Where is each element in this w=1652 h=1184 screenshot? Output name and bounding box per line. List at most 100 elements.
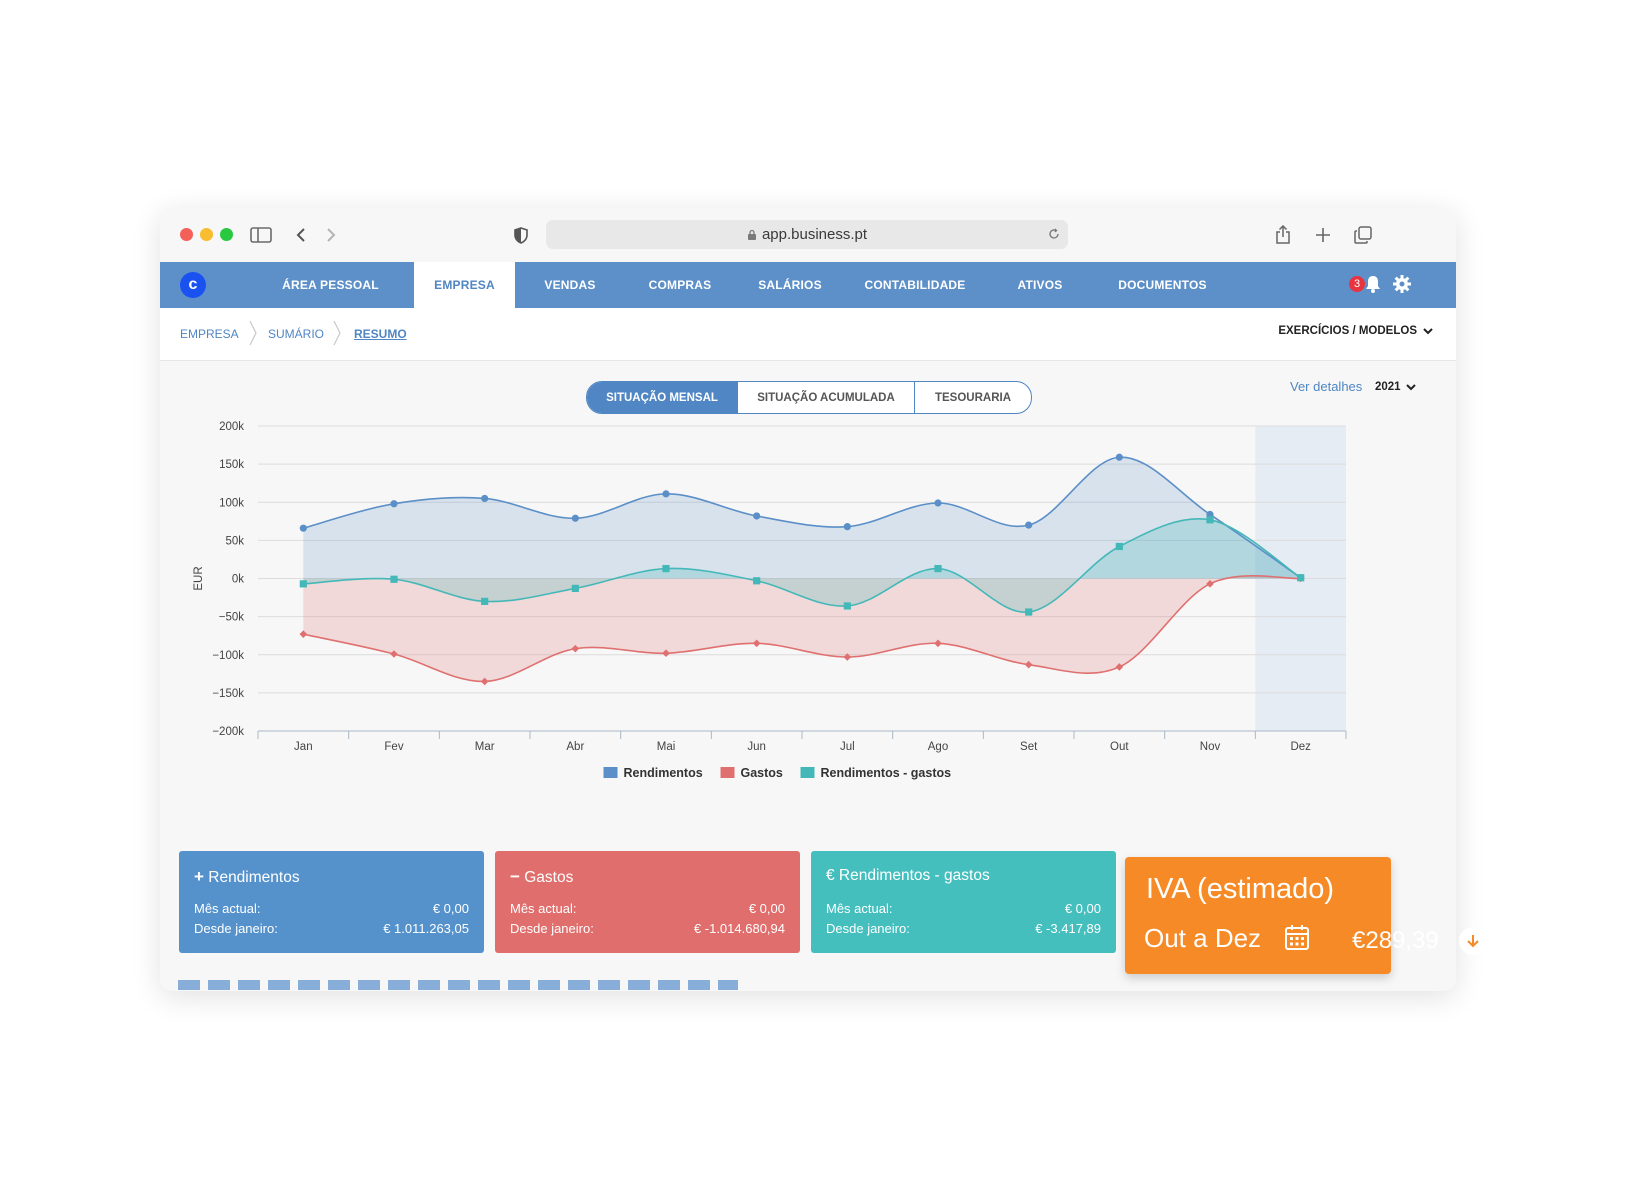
x-tick-label: Mai — [657, 741, 676, 753]
ver-detalhes-link[interactable]: Ver detalhes — [1290, 379, 1363, 394]
y-tick-label: 50k — [225, 535, 244, 547]
data-point — [934, 639, 942, 648]
data-point — [299, 630, 308, 638]
legend-item: Gastos — [741, 766, 783, 780]
data-point — [1297, 574, 1305, 582]
tab-tesouraria[interactable]: TESOURARIA — [934, 391, 1012, 404]
x-tick-label: Ago — [928, 741, 948, 753]
y-tick-label: −50k — [219, 612, 245, 624]
data-point — [662, 564, 670, 573]
nav-ativos[interactable]: ATIVOS — [1017, 278, 1063, 292]
forward-icon[interactable] — [316, 220, 346, 250]
new-tab-icon[interactable] — [1308, 220, 1338, 250]
card-row-value: € -3.417,89 — [1035, 921, 1101, 936]
data-point — [843, 523, 851, 531]
address-bar[interactable]: app.business.pt — [546, 220, 1068, 249]
breadcrumb-empresa[interactable]: EMPRESA — [180, 327, 239, 341]
card-rendimentos-row-mes: Mês actual: € 0,00 — [194, 901, 469, 916]
app-logo[interactable]: c — [180, 272, 206, 298]
card-rendimentos-gastos: € Rendimentos - gastos Mês actual: € 0,0… — [811, 851, 1116, 953]
sidebar-toggle-icon[interactable] — [246, 220, 276, 250]
card-rendimentos-gastos-label: € Rendimentos - gastos — [826, 867, 990, 884]
breadcrumb-resumo[interactable]: RESUMO — [354, 327, 407, 341]
legend-item: Rendimentos - gastos — [821, 766, 952, 780]
legend-swatch — [603, 767, 618, 778]
plus-icon: + — [194, 867, 204, 886]
close-window-button[interactable] — [180, 228, 193, 241]
series-area — [303, 518, 1301, 613]
data-point — [299, 524, 307, 532]
shield-icon[interactable] — [506, 220, 536, 250]
y-tick-label: 0k — [232, 574, 244, 586]
nav-compras[interactable]: COMPRAS — [648, 278, 712, 292]
card-row-value: € -1.014.680,94 — [693, 921, 785, 936]
browser-window: app.business.pt c ÁREA PESSOAL EMPRESA V… — [160, 208, 1456, 991]
y-axis-label: EUR — [193, 566, 205, 590]
nav-vendas[interactable]: VENDAS — [544, 278, 596, 292]
data-point — [390, 575, 398, 583]
data-point — [843, 602, 851, 610]
card-rendimentos-title: + Rendimentos — [194, 867, 300, 887]
x-tick-label: Jan — [294, 741, 313, 753]
y-tick-label: 200k — [219, 421, 244, 433]
year-select[interactable]: 2021 — [1375, 381, 1417, 393]
reload-icon[interactable] — [1048, 228, 1060, 240]
back-icon[interactable] — [286, 220, 316, 250]
iva-card[interactable]: IVA (estimado) Out a Dez €289,39 — [1125, 857, 1487, 974]
nav-salarios[interactable]: SALÁRIOS — [758, 278, 822, 292]
exercicios-modelos-menu[interactable]: EXERCÍCIOS / MODELOS — [1278, 325, 1434, 337]
card-row-value: € 0,00 — [432, 901, 469, 916]
chevron-down-icon — [1423, 328, 1433, 335]
calendar-icon[interactable] — [1284, 923, 1310, 956]
lock-icon — [747, 229, 756, 240]
card-gastos-row-mes: Mês actual: € 0,00 — [510, 901, 785, 916]
data-point — [843, 653, 852, 661]
y-tick-label: 150k — [219, 459, 244, 471]
data-point — [1206, 580, 1214, 588]
tab-overview-icon[interactable] — [1348, 220, 1378, 250]
data-point — [753, 512, 761, 520]
nav-contabilidade[interactable]: CONTABILIDADE — [864, 278, 966, 292]
x-tick-label: Dez — [1290, 741, 1311, 753]
card-row-label: Mês actual: — [826, 901, 893, 916]
x-tick-label: Out — [1110, 741, 1129, 753]
card-gastos-label: Gastos — [524, 869, 574, 886]
breadcrumb-sumario[interactable]: SUMÁRIO — [268, 327, 325, 341]
maximize-window-button[interactable] — [220, 228, 233, 241]
card-row-label: Mês actual: — [510, 901, 577, 916]
nav-empresa[interactable]: EMPRESA — [414, 262, 515, 308]
series-line — [303, 575, 1301, 683]
card-rendimentos-row-desde: Desde janeiro: € 1.011.263,05 — [194, 921, 469, 936]
notification-badge: 3 — [1349, 276, 1365, 292]
x-tick-label: Jul — [840, 741, 855, 753]
x-tick-label: Abr — [566, 741, 584, 753]
tab-situacao-acumulada[interactable]: SITUAÇÃO ACUMULADA — [738, 382, 915, 413]
card-row-value: € 0,00 — [748, 901, 785, 916]
card-rg-row-desde: Desde janeiro: € -3.417,89 — [826, 921, 1101, 936]
card-rg-row-mes: Mês actual: € 0,00 — [826, 901, 1101, 916]
data-point — [662, 490, 670, 498]
data-point — [1115, 542, 1123, 551]
card-rendimentos: + Rendimentos Mês actual: € 0,00 Desde j… — [179, 851, 484, 953]
bell-icon[interactable] — [1364, 274, 1382, 299]
share-icon[interactable] — [1268, 220, 1298, 250]
gear-icon[interactable] — [1392, 274, 1412, 299]
download-icon[interactable] — [1459, 927, 1487, 955]
cut-off-section-heading — [178, 980, 738, 990]
url-text: app.business.pt — [761, 226, 868, 243]
data-point — [390, 500, 398, 508]
tab-situacao-mensal[interactable]: SITUAÇÃO MENSAL — [587, 382, 738, 413]
card-row-value: € 1.011.263,05 — [383, 921, 469, 936]
data-point — [390, 650, 398, 658]
data-point — [481, 494, 489, 503]
card-gastos-title: − Gastos — [510, 867, 573, 887]
data-point — [1206, 516, 1214, 524]
nav-documentos[interactable]: DOCUMENTOS — [1118, 278, 1207, 292]
nav-area-pessoal[interactable]: ÁREA PESSOAL — [282, 278, 379, 292]
y-tick-label: −100k — [212, 650, 244, 662]
minimize-window-button[interactable] — [200, 228, 213, 241]
data-point — [571, 514, 579, 522]
data-point — [571, 644, 580, 653]
data-point — [934, 499, 942, 507]
x-tick-label: Jun — [747, 741, 766, 753]
